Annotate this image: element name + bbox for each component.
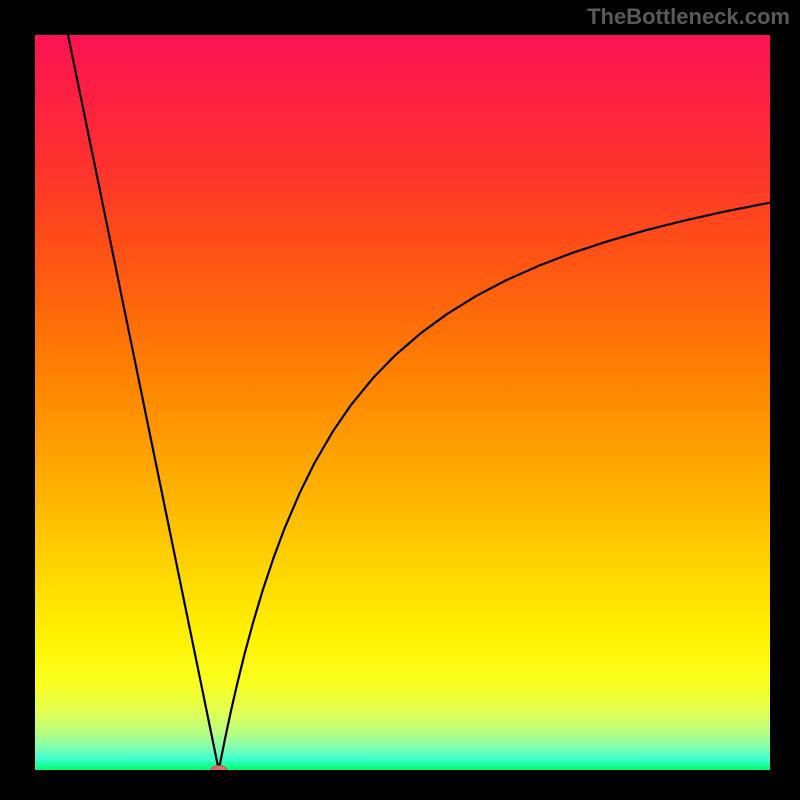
watermark-text: TheBottleneck.com	[587, 4, 790, 30]
plot-area	[35, 35, 770, 770]
chart-container: TheBottleneck.com	[0, 0, 800, 800]
bottleneck-plot	[35, 35, 770, 770]
gradient-background	[35, 35, 770, 770]
